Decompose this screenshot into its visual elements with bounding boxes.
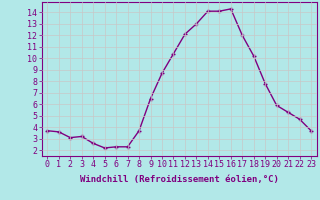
X-axis label: Windchill (Refroidissement éolien,°C): Windchill (Refroidissement éolien,°C) <box>80 175 279 184</box>
